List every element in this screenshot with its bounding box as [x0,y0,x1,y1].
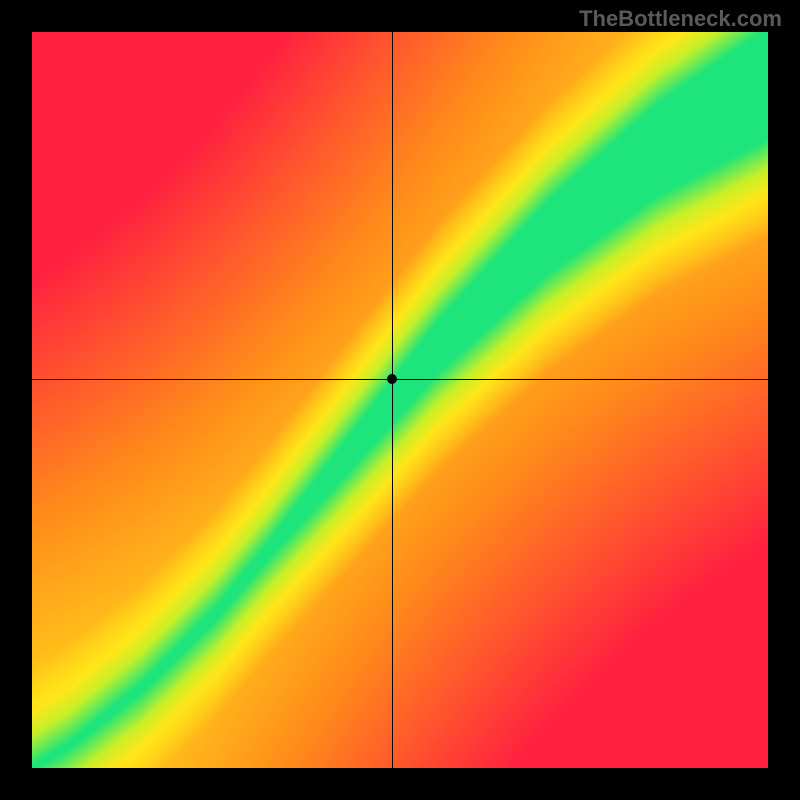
bottleneck-heatmap [32,32,768,768]
marker-dot [387,374,397,384]
crosshair-vertical [392,32,393,768]
crosshair-horizontal [32,379,768,380]
heatmap-canvas [32,32,768,768]
watermark: TheBottleneck.com [579,6,782,32]
